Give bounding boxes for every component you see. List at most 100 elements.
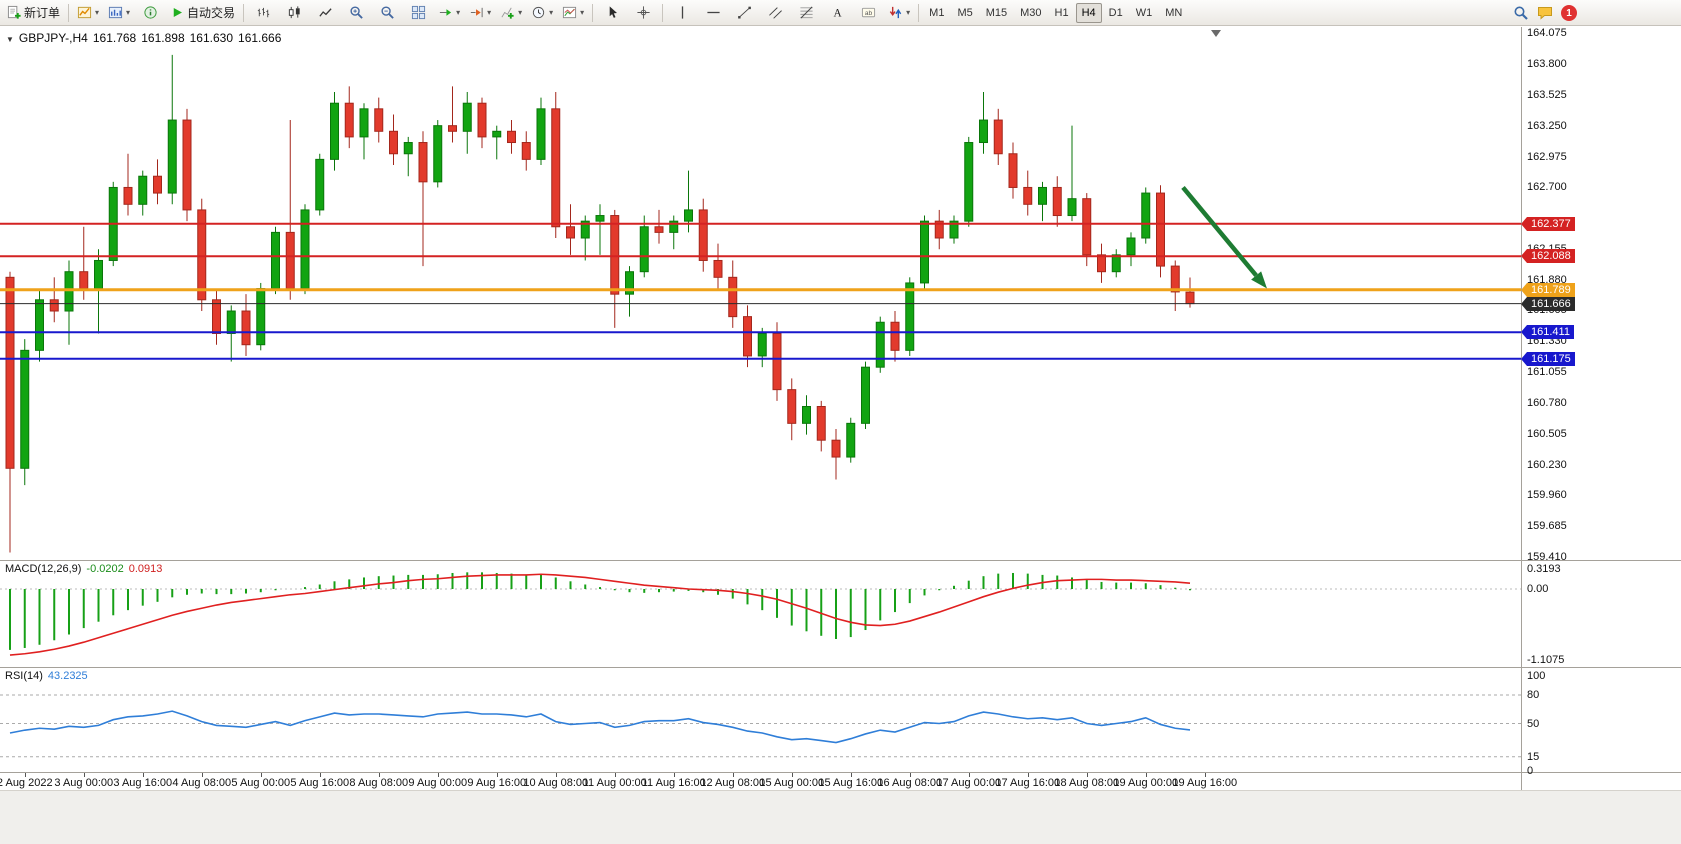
- timeframe-button-m15[interactable]: M15: [985, 6, 1008, 19]
- algo-info-button[interactable]: [135, 1, 165, 25]
- crosshair-button[interactable]: [628, 1, 658, 25]
- text-button[interactable]: A: [822, 1, 852, 25]
- fibonacci-icon: [799, 5, 814, 20]
- one-click-trading-toggle[interactable]: ▼: [6, 35, 14, 44]
- time-axis-label: 17 Aug 16:00: [995, 777, 1061, 789]
- search-icon[interactable]: [1513, 5, 1529, 21]
- new-order-button[interactable]: 新订单: [3, 1, 64, 25]
- auto-trading-button[interactable]: 自动交易: [166, 1, 239, 25]
- timeframe-button-m5[interactable]: M5: [957, 6, 973, 19]
- candle-body: [669, 220, 679, 233]
- macd-main-value: -0.0202: [86, 563, 124, 575]
- candle-body: [1038, 186, 1047, 205]
- candle-body: [271, 231, 280, 290]
- candle-body: [285, 231, 295, 290]
- candle-body: [79, 271, 89, 290]
- periods-button[interactable]: ▾: [527, 1, 557, 25]
- zoom-out-button[interactable]: [372, 1, 402, 25]
- line-chart-icon: [318, 5, 333, 20]
- timeframe-button-mn[interactable]: MN: [1165, 6, 1183, 19]
- main-chart-surface[interactable]: [0, 27, 1521, 560]
- candle-body: [772, 332, 782, 391]
- chart-shift-button[interactable]: ▾: [465, 1, 495, 25]
- dropdown-arrow-icon[interactable]: ▾: [580, 8, 585, 17]
- chart-shift-icon: [469, 5, 484, 20]
- candle-body: [123, 186, 133, 205]
- bars-chart-button[interactable]: [248, 1, 278, 25]
- rsi-scale-label: 100: [1527, 670, 1546, 682]
- vertical-line-button[interactable]: [667, 1, 697, 25]
- candle-body: [462, 102, 472, 132]
- macd-signal-value: 0.0913: [128, 563, 163, 575]
- line-chart-button[interactable]: [310, 1, 340, 25]
- candle-body: [94, 259, 103, 290]
- time-axis-tick: [1204, 773, 1206, 777]
- dropdown-arrow-icon[interactable]: ▾: [518, 8, 523, 17]
- time-axis-label: 15 Aug 16:00: [818, 777, 884, 789]
- timeframe-button-h4[interactable]: H4: [1075, 2, 1102, 23]
- rsi-scale-label: 15: [1527, 750, 1540, 763]
- dropdown-arrow-icon[interactable]: ▾: [906, 8, 911, 17]
- cursor-button[interactable]: [597, 1, 627, 25]
- time-axis-tick: [673, 773, 675, 777]
- price-axis-tick-label: 160.780: [1527, 397, 1567, 410]
- time-axis-tick: [260, 773, 262, 777]
- time-axis-tick: [1145, 773, 1147, 777]
- time-axis-label: 16 Aug 08:00: [877, 777, 943, 789]
- horizontal-line-icon: [706, 5, 721, 20]
- trend-arrow-object[interactable]: [1181, 186, 1258, 277]
- candle-body: [35, 299, 44, 351]
- candle-body: [654, 226, 664, 233]
- time-axis-label: 9 Aug 00:00: [408, 777, 468, 789]
- macd-panel-surface[interactable]: [0, 561, 1521, 667]
- timeframe-button-m1[interactable]: M1: [929, 6, 945, 19]
- text-label-button[interactable]: ab: [853, 1, 883, 25]
- candles-chart-button[interactable]: [279, 1, 309, 25]
- dropdown-arrow-icon[interactable]: ▾: [95, 8, 100, 17]
- chart-shift-marker[interactable]: [1211, 30, 1221, 37]
- toolbar-separator: [592, 3, 594, 22]
- notification-badge[interactable]: 1: [1561, 5, 1577, 21]
- trendline-button[interactable]: [729, 1, 759, 25]
- price-axis-tick-label: 159.410: [1527, 551, 1567, 564]
- panel-divider[interactable]: [0, 667, 1681, 668]
- new-chart-button[interactable]: ▾: [73, 1, 103, 25]
- cursor-icon: [605, 5, 620, 20]
- auto-scroll-icon: [438, 5, 453, 20]
- timeframe-button-w1[interactable]: W1: [1135, 6, 1153, 19]
- timeframe-button-h1[interactable]: H1: [1054, 6, 1069, 19]
- dropdown-arrow-icon[interactable]: ▾: [126, 8, 131, 17]
- fibonacci-button[interactable]: [791, 1, 821, 25]
- candle-body: [197, 209, 207, 301]
- timeframe-button-m30[interactable]: M30: [1020, 6, 1042, 19]
- horizontal-line-button[interactable]: [698, 1, 728, 25]
- tile-windows-button[interactable]: [403, 1, 433, 25]
- equidistant-channel-button[interactable]: [760, 1, 790, 25]
- new-chart-icon: [77, 5, 92, 20]
- panel-divider[interactable]: [0, 560, 1681, 561]
- rsi-panel-surface[interactable]: [0, 668, 1521, 772]
- zoom-in-button[interactable]: [341, 1, 371, 25]
- timeframe-button-d1[interactable]: D1: [1108, 6, 1123, 19]
- profiles-button[interactable]: ▾: [104, 1, 134, 25]
- time-axis-tick: [378, 773, 380, 777]
- templates-button[interactable]: ▾: [558, 1, 588, 25]
- candle-body: [580, 220, 590, 239]
- indicators-button[interactable]: ▾: [496, 1, 526, 25]
- time-axis-label: 3 Aug 16:00: [113, 777, 173, 789]
- candle-body: [138, 175, 148, 205]
- dropdown-arrow-icon[interactable]: ▾: [549, 8, 554, 17]
- arrows-button[interactable]: ▾: [884, 1, 914, 25]
- chat-icon[interactable]: [1537, 5, 1553, 21]
- dropdown-arrow-icon[interactable]: ▾: [456, 8, 461, 17]
- candle-body: [359, 108, 369, 138]
- price-axis-tick-label: 162.700: [1527, 181, 1567, 194]
- svg-text:ab: ab: [864, 10, 872, 17]
- candle-body: [979, 119, 988, 144]
- dropdown-arrow-icon[interactable]: ▾: [487, 8, 492, 17]
- time-axis-label: 2 Aug 2022: [0, 777, 53, 789]
- auto-scroll-button[interactable]: ▾: [434, 1, 464, 25]
- price-axis-tick-label: 164.075: [1527, 27, 1567, 39]
- candle-body: [1023, 186, 1033, 205]
